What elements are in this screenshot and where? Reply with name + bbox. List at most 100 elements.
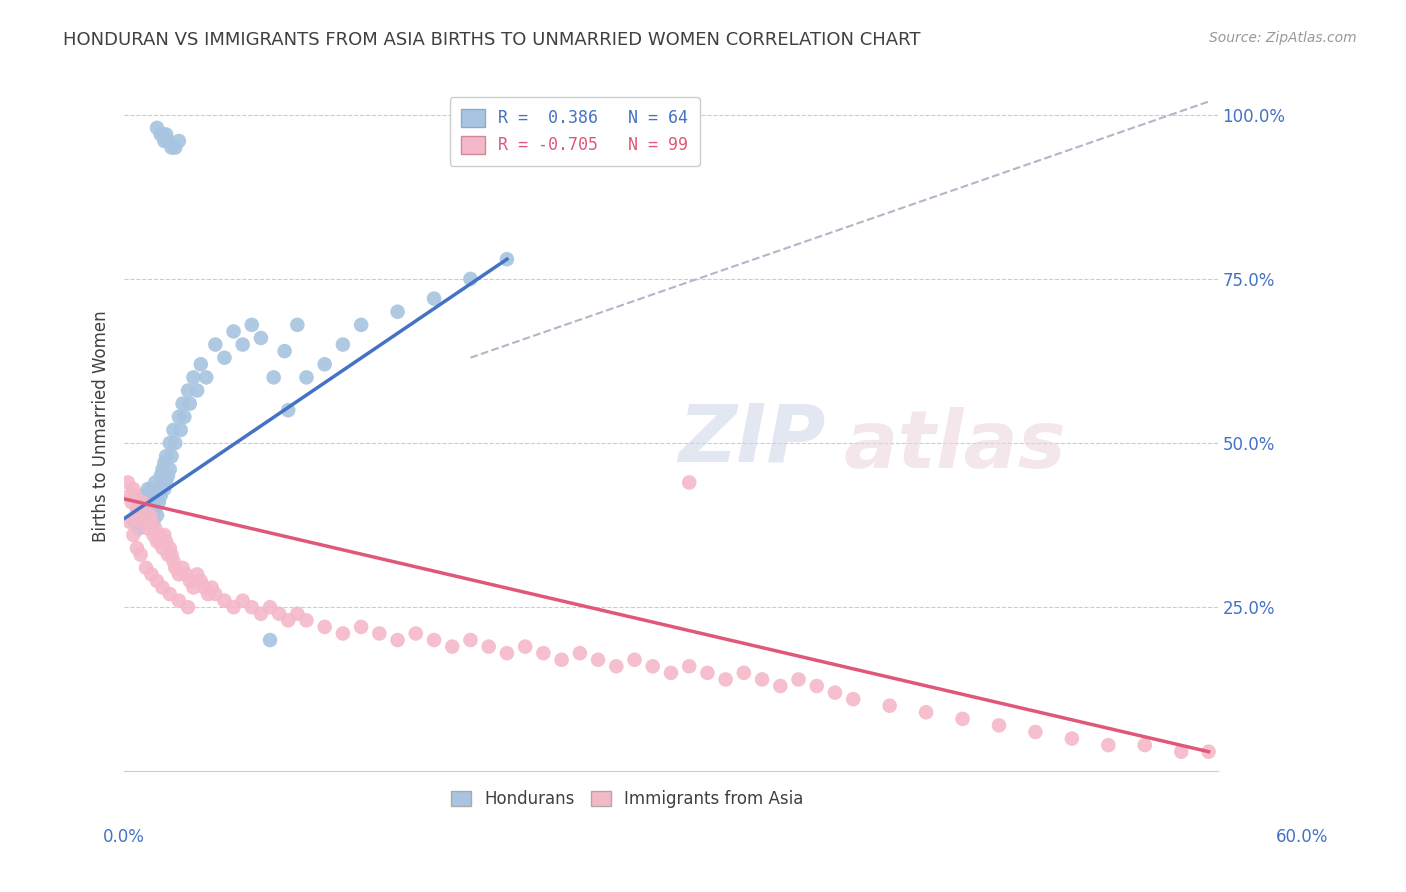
Point xyxy=(696,665,718,680)
Point xyxy=(177,384,200,398)
Point xyxy=(167,567,190,582)
Point xyxy=(1198,745,1220,759)
Point xyxy=(117,475,139,490)
Point xyxy=(135,515,157,529)
Point xyxy=(165,140,187,154)
Point xyxy=(167,134,190,148)
Point xyxy=(141,482,163,496)
Point xyxy=(167,409,190,424)
Point xyxy=(240,600,263,615)
Point xyxy=(155,449,177,463)
Point xyxy=(769,679,792,693)
Point xyxy=(143,475,166,490)
Point xyxy=(142,515,165,529)
Point xyxy=(138,489,160,503)
Point xyxy=(250,607,273,621)
Point xyxy=(259,600,281,615)
Point xyxy=(222,600,245,615)
Point xyxy=(295,613,318,627)
Legend: Hondurans, Immigrants from Asia: Hondurans, Immigrants from Asia xyxy=(444,783,810,814)
Point xyxy=(135,501,157,516)
Point xyxy=(141,495,163,509)
Point xyxy=(128,521,150,535)
Point xyxy=(153,456,176,470)
Point xyxy=(332,337,354,351)
Point xyxy=(128,508,150,523)
Point xyxy=(179,397,201,411)
Point xyxy=(143,501,166,516)
Point xyxy=(162,554,184,568)
Point xyxy=(222,325,245,339)
Point xyxy=(183,581,205,595)
Point xyxy=(1024,725,1046,739)
Point xyxy=(170,423,193,437)
Point xyxy=(423,292,446,306)
Point xyxy=(259,633,281,648)
Point xyxy=(733,665,755,680)
Point xyxy=(146,534,169,549)
Point xyxy=(214,351,236,365)
Point xyxy=(240,318,263,332)
Point xyxy=(496,646,519,660)
Point xyxy=(183,370,205,384)
Point xyxy=(135,561,157,575)
Point xyxy=(146,482,169,496)
Point xyxy=(152,581,174,595)
Point xyxy=(186,567,208,582)
Point xyxy=(146,574,169,588)
Point xyxy=(155,128,177,142)
Point xyxy=(131,495,153,509)
Point xyxy=(952,712,974,726)
Point xyxy=(153,134,176,148)
Point xyxy=(460,633,482,648)
Point xyxy=(124,489,146,503)
Point xyxy=(915,706,938,720)
Point xyxy=(167,593,190,607)
Point xyxy=(714,673,737,687)
Point xyxy=(149,469,172,483)
Text: atlas: atlas xyxy=(844,408,1067,485)
Point xyxy=(204,587,226,601)
Point xyxy=(155,475,177,490)
Point xyxy=(1133,738,1156,752)
Point xyxy=(152,475,174,490)
Point xyxy=(172,561,194,575)
Point xyxy=(285,607,308,621)
Point xyxy=(332,626,354,640)
Point xyxy=(751,673,773,687)
Point xyxy=(531,646,554,660)
Point xyxy=(193,581,215,595)
Point xyxy=(232,593,254,607)
Point xyxy=(118,515,141,529)
Point xyxy=(190,574,212,588)
Point xyxy=(842,692,865,706)
Point xyxy=(478,640,501,654)
Point xyxy=(550,653,572,667)
Point xyxy=(122,515,145,529)
Point xyxy=(152,462,174,476)
Point xyxy=(162,423,184,437)
Point xyxy=(160,140,183,154)
Point xyxy=(136,482,159,496)
Point xyxy=(496,252,519,267)
Point xyxy=(460,272,482,286)
Point xyxy=(263,370,285,384)
Point xyxy=(146,508,169,523)
Point xyxy=(173,409,195,424)
Point xyxy=(160,548,183,562)
Point xyxy=(136,521,159,535)
Point xyxy=(142,489,165,503)
Point xyxy=(806,679,828,693)
Point xyxy=(314,620,336,634)
Y-axis label: Births to Unmarried Women: Births to Unmarried Women xyxy=(93,310,110,542)
Point xyxy=(177,600,200,615)
Point xyxy=(232,337,254,351)
Point xyxy=(1097,738,1119,752)
Point xyxy=(122,482,145,496)
Point xyxy=(160,449,183,463)
Point xyxy=(159,541,181,555)
Point xyxy=(152,541,174,555)
Point xyxy=(156,469,179,483)
Point xyxy=(149,489,172,503)
Point xyxy=(131,508,153,523)
